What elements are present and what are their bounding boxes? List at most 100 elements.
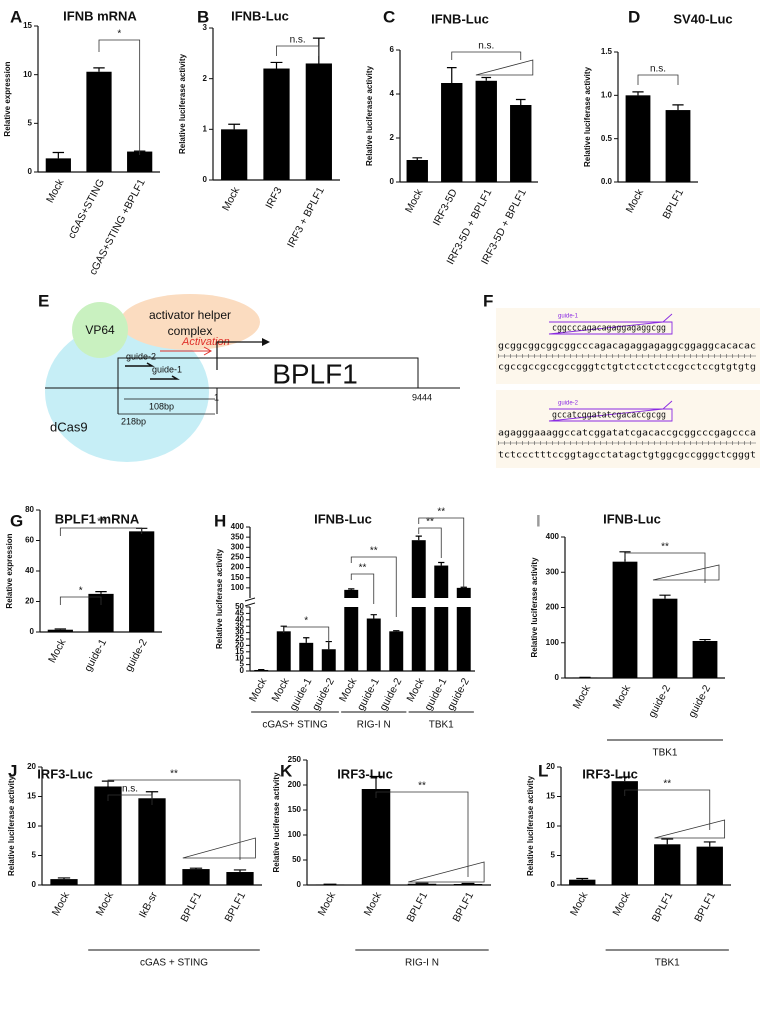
significance-bracket xyxy=(107,779,241,860)
y-tick-label: 400 xyxy=(546,532,560,541)
x-tick-label: BPLF1 xyxy=(650,890,676,924)
y-tick-label: 20 xyxy=(25,597,34,606)
y-tick-label: 2 xyxy=(203,74,208,83)
bar xyxy=(625,95,651,182)
error-bar xyxy=(189,867,203,870)
panel-letter: F xyxy=(483,291,493,310)
significance-label: ** xyxy=(170,769,178,780)
x-tick-label: Mock xyxy=(316,889,339,917)
y-tick-label: 0 xyxy=(240,666,245,675)
chart-title: IRF3-Luc xyxy=(337,766,393,781)
y-tick-label: 10 xyxy=(546,821,555,830)
significance-label: n.s. xyxy=(478,41,494,52)
significance-label: n.s. xyxy=(290,35,306,46)
error-bar xyxy=(661,838,674,845)
significance-bracket xyxy=(451,51,522,60)
bar xyxy=(569,879,596,885)
significance-bracket xyxy=(375,791,469,877)
significance-label: ** xyxy=(359,563,367,574)
x-tick-label: guide-2 xyxy=(686,683,713,720)
helper-label: activator helper xyxy=(149,308,231,322)
significance-bracket xyxy=(418,517,465,588)
error-bar xyxy=(515,98,526,105)
x-tick-label: Mock xyxy=(571,682,594,710)
error-bar xyxy=(632,91,644,96)
bar xyxy=(321,649,336,671)
x-tick-label: BPLF1 xyxy=(660,187,686,221)
x-tick-label: guide-1 xyxy=(82,637,109,674)
y-tick-label: 1 xyxy=(203,124,208,133)
y-tick-label: 0 xyxy=(390,177,395,186)
error-bar xyxy=(393,630,400,632)
x-tick-label: Mock xyxy=(403,186,426,214)
group-label: cGAS+ STING xyxy=(262,720,328,731)
y-tick-label: 150 xyxy=(231,573,245,582)
guide-label: guide-1 xyxy=(152,364,182,374)
vp64-shape xyxy=(72,302,128,358)
y-tick-label: 10 xyxy=(27,821,36,830)
significance-label: ** xyxy=(663,779,671,790)
x-tick-label: Mock xyxy=(220,184,243,212)
y-tick-label: 15 xyxy=(235,647,244,656)
bar xyxy=(456,587,471,598)
bar xyxy=(411,607,426,671)
significance-label: n.s. xyxy=(122,784,138,795)
y-tick-label: 250 xyxy=(231,553,245,562)
y-axis-label: Relative luciferase activity xyxy=(530,557,539,658)
error-bar xyxy=(233,869,247,873)
significance-label: ** xyxy=(437,507,445,518)
chart-title: BPLF1 mRNA xyxy=(55,511,140,526)
chart-title: IFNB-Luc xyxy=(431,11,489,26)
y-tick-label: 5 xyxy=(32,851,37,860)
y-tick-label: 200 xyxy=(288,780,302,789)
y-tick-label: 80 xyxy=(25,505,34,514)
bar xyxy=(665,110,691,182)
bar xyxy=(45,158,71,172)
x-tick-label: IRF3 + BPLF1 xyxy=(285,185,327,250)
error-bar xyxy=(228,123,241,130)
guide-box xyxy=(548,313,673,335)
significance-label: n.s. xyxy=(650,64,666,75)
panel-letter: D xyxy=(628,7,640,26)
x-tick-label: Mock xyxy=(610,889,633,917)
vp64-label: VP64 xyxy=(85,323,115,337)
group-label: TBK1 xyxy=(652,748,677,759)
activation-arrow xyxy=(160,346,213,356)
y-axis-label: Relative luciferase activity xyxy=(526,775,535,876)
significance-bracket xyxy=(350,573,375,604)
y-tick-label: 1.5 xyxy=(601,47,613,56)
dose-wedge xyxy=(654,819,726,839)
significance-label: ** xyxy=(97,517,105,528)
chart-title: IFNB mRNA xyxy=(63,8,137,23)
panel-letter: K xyxy=(280,761,293,780)
significance-label: ** xyxy=(661,542,669,553)
helper-label: complex xyxy=(168,324,213,338)
y-tick-label: 40 xyxy=(235,615,244,624)
error-bar xyxy=(481,76,492,81)
error-bar xyxy=(369,775,383,789)
y-tick-label: 30 xyxy=(235,628,244,637)
y-tick-label: 60 xyxy=(25,536,34,545)
x-tick-label: Mock xyxy=(337,675,360,703)
significance-bracket xyxy=(59,527,143,536)
x-tick-label: Mock xyxy=(44,176,67,204)
guide-label: guide-2 xyxy=(126,351,156,361)
y-tick-label: 0 xyxy=(28,167,33,176)
bar xyxy=(127,151,153,172)
x-tick-label: Mock xyxy=(94,889,117,917)
significance-bracket xyxy=(418,527,442,558)
y-axis-label: Relative luciferase activity xyxy=(178,53,187,154)
chart-title: IFNB-Luc xyxy=(314,511,372,526)
bar xyxy=(226,872,254,885)
y-tick-label: 20 xyxy=(546,762,555,771)
error-bar xyxy=(438,561,445,566)
y-tick-label: 300 xyxy=(546,567,560,576)
dose-wedge xyxy=(475,59,534,76)
y-tick-label: 15 xyxy=(23,21,32,30)
bar xyxy=(254,669,269,671)
panel-letter: E xyxy=(38,291,49,310)
y-tick-label: 50 xyxy=(235,602,244,611)
y-axis-label: Relative luciferase activity xyxy=(365,65,374,166)
bar xyxy=(263,68,290,180)
significance-label: * xyxy=(304,616,308,627)
